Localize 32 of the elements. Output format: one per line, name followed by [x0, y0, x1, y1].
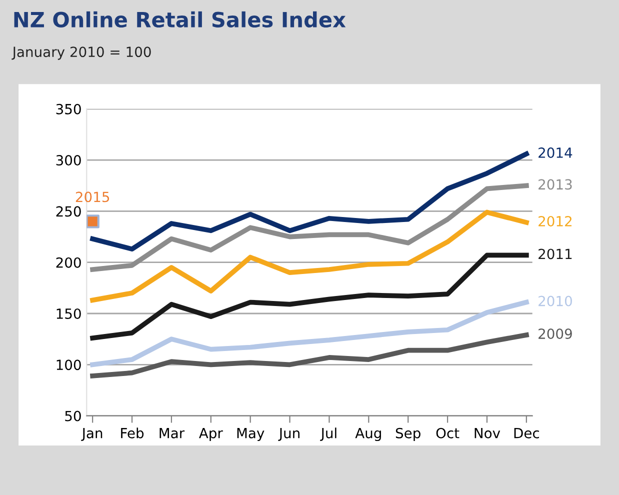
x-tick-label: Mar	[160, 428, 185, 438]
x-tick-label: Oct	[436, 428, 460, 438]
series-label: 2015	[76, 192, 110, 202]
x-tick-label: Feb	[121, 428, 144, 438]
series-label: 2011	[538, 248, 572, 260]
line-series	[90, 252, 529, 340]
y-tick-label: 200	[56, 257, 81, 268]
x-tick-label: Nov	[474, 428, 500, 438]
x-tick-label: Jan	[81, 428, 102, 441]
x-tick-label: Jun	[278, 428, 300, 441]
y-tick-label: 250	[56, 206, 81, 217]
x-tick-label: Dec	[514, 428, 539, 438]
series-label: 2009	[538, 328, 572, 340]
chart-title: NZ Online Retail Sales Index	[14, 11, 346, 28]
y-tick-label: 350	[56, 104, 81, 114]
x-tick-label: Sep	[396, 428, 420, 442]
series-label: 2013	[538, 179, 572, 190]
x-tick-label: Aug	[355, 428, 381, 442]
x-tick-label: May	[237, 428, 264, 442]
y-tick-label: 50	[65, 410, 81, 422]
x-tick-label: Apr	[198, 428, 223, 442]
line-series	[90, 300, 529, 368]
chart-subtitle: January 2010 = 100	[12, 46, 151, 60]
series-label: 2012	[538, 216, 572, 226]
series-label: 2010	[538, 296, 572, 306]
line-series	[90, 210, 529, 303]
x-tick-label: Jul	[320, 428, 336, 441]
series-label: 2014	[538, 147, 572, 158]
y-tick-label: 150	[56, 308, 81, 319]
line-series	[90, 332, 529, 378]
y-tick-label: 300	[56, 155, 81, 166]
y-tick-label: 100	[56, 360, 81, 370]
